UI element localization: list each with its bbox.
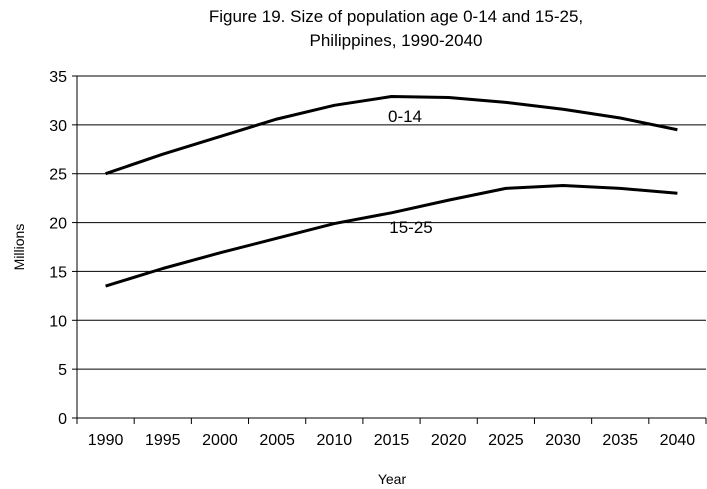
x-tick-label-2020: 2020 (431, 432, 467, 449)
y-tick-label-10: 10 (49, 313, 67, 330)
x-tick-label-1990: 1990 (88, 432, 124, 449)
chart-title-line-2: Philippines, 1990-2040 (310, 31, 483, 50)
y-tick-label-15: 15 (49, 264, 67, 281)
x-axis-label: Year (378, 471, 407, 487)
y-tick-label-35: 35 (49, 69, 67, 86)
grid-lines (77, 75, 706, 370)
x-tick-label-1995: 1995 (145, 432, 181, 449)
series-lines (105, 95, 678, 288)
chart-title-line-1: Figure 19. Size of population age 0-14 a… (209, 7, 583, 26)
series-label-0-14: 0-14 (388, 107, 422, 126)
series-line-15-25 (105, 183, 678, 288)
x-tick-label-2025: 2025 (488, 432, 524, 449)
y-tick-label-30: 30 (49, 118, 67, 135)
y-tick-label-20: 20 (49, 216, 67, 233)
y-tick-label-0: 0 (58, 411, 67, 428)
y-tick-labels: 0 5 10 15 20 25 30 35 (49, 69, 67, 428)
y-tick-label-5: 5 (58, 362, 67, 379)
x-tick-label-2035: 2035 (602, 432, 638, 449)
x-tick-label-2010: 2010 (317, 432, 353, 449)
axes (72, 75, 707, 424)
series-label-15-25: 15-25 (389, 218, 432, 237)
series-line-0-14 (105, 95, 678, 176)
x-tick-label-2015: 2015 (374, 432, 410, 449)
y-axis-label: Millions (11, 224, 27, 271)
x-tick-label-2040: 2040 (660, 432, 696, 449)
x-tick-label-2005: 2005 (259, 432, 295, 449)
x-tick-label-2030: 2030 (545, 432, 581, 449)
y-tick-label-25: 25 (49, 167, 67, 184)
x-tick-labels: 1990 1995 2000 2005 2010 2015 2020 2025 2030 2035… (88, 432, 696, 449)
x-tick-label-2000: 2000 (202, 432, 238, 449)
